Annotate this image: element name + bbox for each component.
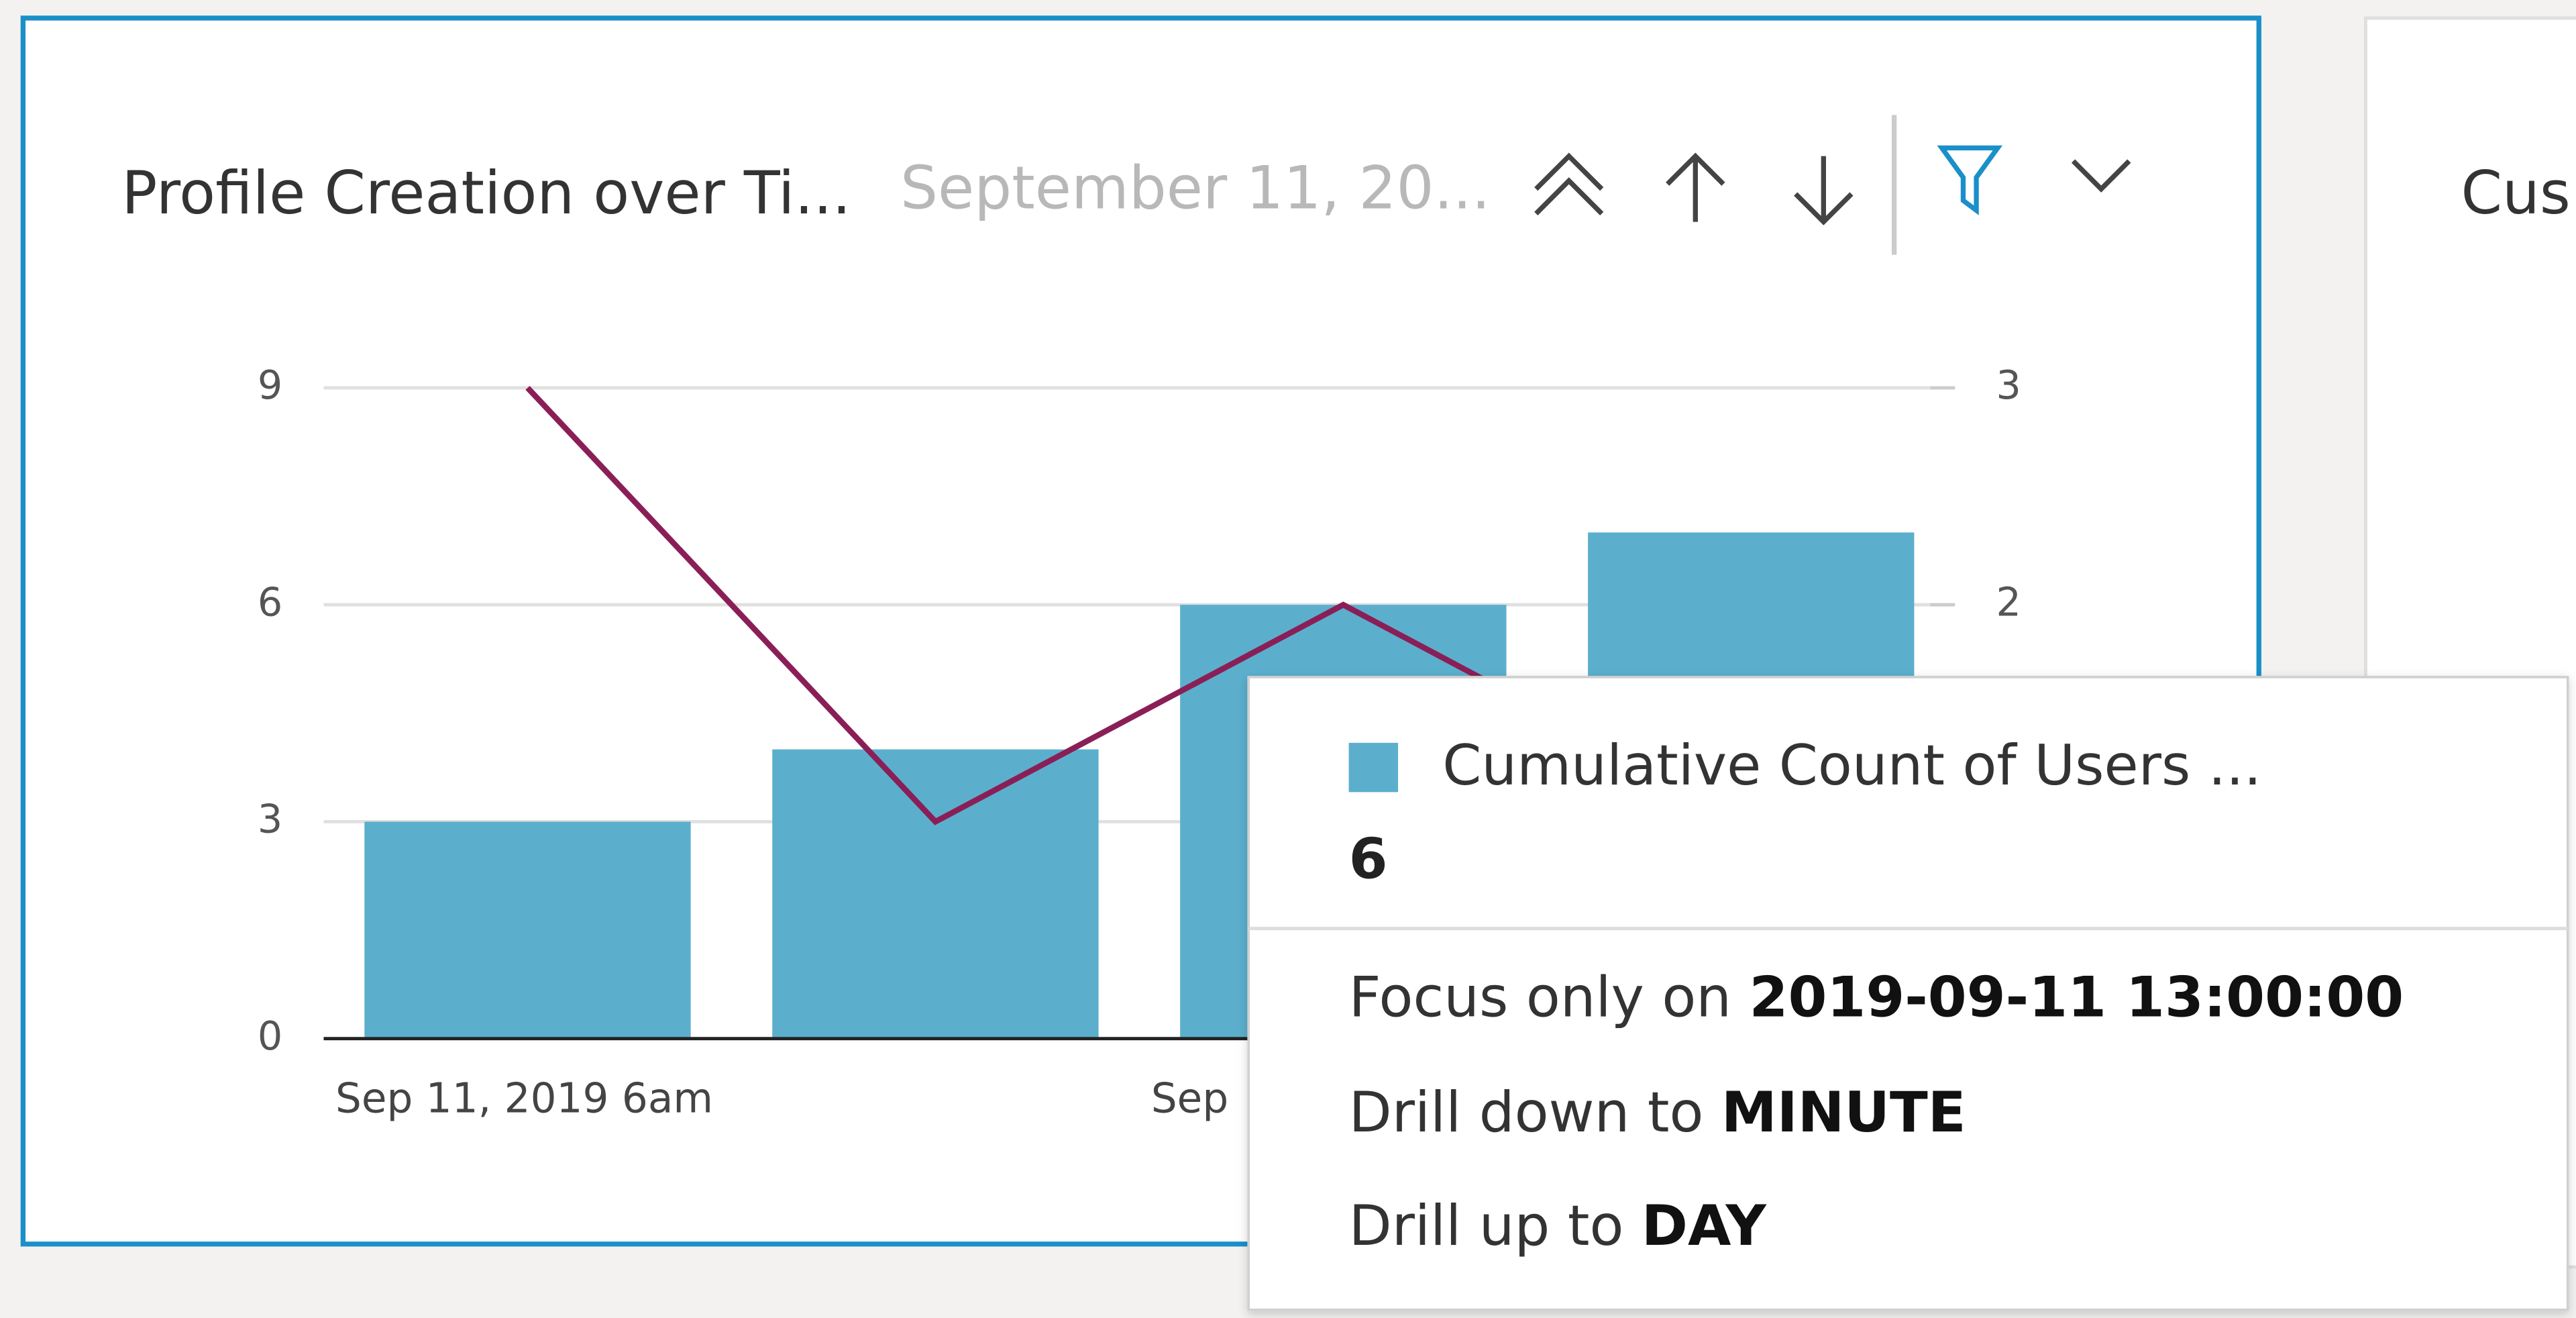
menu-prefix: Drill down to [1349,1080,1704,1145]
y-tick-label: 6 [258,578,282,625]
x-tick-label: Sep 11, 2019 6am [335,1074,713,1122]
y-tick-label: 3 [258,796,282,842]
drill-down-icon[interactable] [1794,156,1854,225]
filter-icon[interactable] [1937,145,2003,215]
x-tick-label: Sep [1151,1074,1228,1122]
menu-value: MINUTE [1721,1080,1966,1145]
y2-tick-label: 2 [1996,578,2021,625]
bar [772,749,1099,1039]
tooltip-box [1247,676,2569,1311]
menu-prefix: Focus only on [1349,964,1731,1029]
tooltip-series: Cumulative Count of Users ... [1442,733,2261,798]
tooltip: Cumulative Count of Users ... 6 Focus on… [1247,676,2569,1311]
menu-item[interactable]: Focus only on 2019-09-11 13:00:00 [1349,964,2404,1029]
menu-item[interactable]: Drill down to MINUTE [1349,1080,1966,1145]
menu-value: DAY [1642,1193,1768,1258]
more-icon[interactable] [2071,159,2131,193]
drill-up-all-icon[interactable] [1534,152,1604,215]
menu-item[interactable]: Drill up to DAY [1349,1193,1768,1258]
menu-value: 2019-09-11 13:00:00 [1750,964,2404,1029]
y2-tick-label: 3 [1996,362,2021,408]
toolbar [1534,115,2131,255]
y-tick-label: 0 [258,1013,282,1059]
chart-subtitle: September 11, 20... [900,153,1491,222]
next-card-title: Cus [2461,158,2570,227]
tooltip-swatch [1348,742,1399,793]
bar [364,821,691,1039]
menu-prefix: Drill up to [1349,1193,1624,1258]
y-tick-label: 9 [258,362,282,408]
tooltip-value: 6 [1349,827,1388,892]
drill-up-icon[interactable] [1666,152,1725,222]
chart-title: Profile Creation over Ti... [121,158,851,227]
